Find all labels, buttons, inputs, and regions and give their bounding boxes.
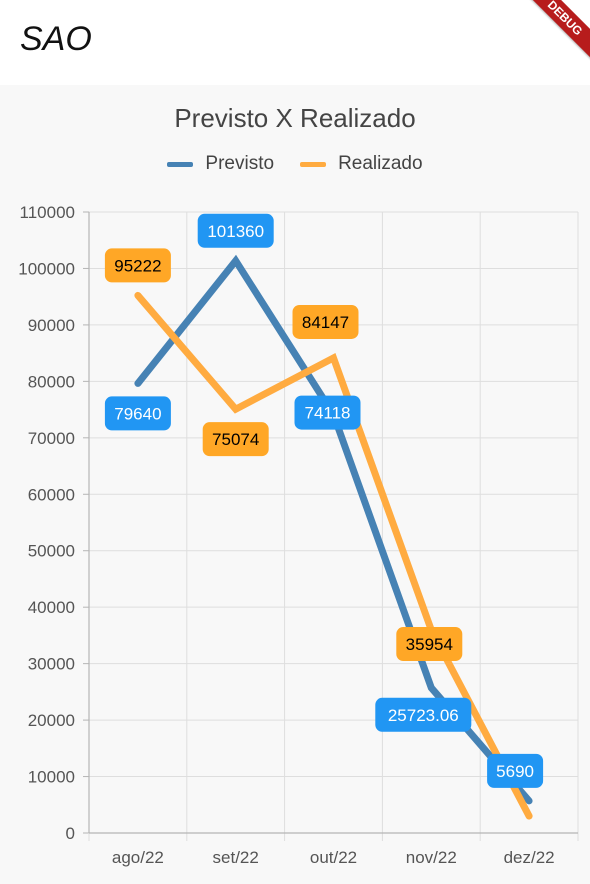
app-bar: SAO DEBUG bbox=[0, 0, 590, 85]
series-line-realizado bbox=[134, 291, 533, 820]
data-label-previsto: 101360 bbox=[207, 222, 264, 241]
y-tick-label: 20000 bbox=[28, 711, 75, 730]
y-tick-label: 10000 bbox=[28, 768, 75, 787]
chart-title: Previsto X Realizado bbox=[174, 103, 416, 133]
data-label-previsto: 5690 bbox=[496, 762, 534, 781]
legend-swatch-previsto bbox=[167, 161, 194, 167]
y-tick-label: 110000 bbox=[20, 203, 75, 222]
data-label-box-previsto bbox=[104, 396, 171, 431]
legend-item-previsto[interactable]: Previsto bbox=[167, 153, 274, 175]
legend-swatch-realizado bbox=[300, 161, 327, 167]
data-label-realizado: 84147 bbox=[302, 313, 349, 332]
x-tick-label: dez/22 bbox=[504, 848, 555, 867]
y-tick-label: 90000 bbox=[28, 316, 75, 335]
data-label-realizado: 95222 bbox=[114, 256, 161, 275]
chart-legend: Previsto Realizado bbox=[0, 153, 590, 175]
data-label-box-previsto bbox=[294, 395, 361, 430]
y-tick-label: 30000 bbox=[28, 655, 75, 674]
y-tick-label: 80000 bbox=[28, 372, 75, 391]
legend-label-realizado: Realizado bbox=[338, 153, 423, 174]
x-tick-label: nov/22 bbox=[406, 848, 457, 867]
data-label-previsto: 74118 bbox=[304, 404, 350, 423]
data-label-box-previsto bbox=[197, 213, 274, 248]
x-tick-label: set/22 bbox=[213, 848, 259, 867]
x-tick-label: out/22 bbox=[310, 848, 357, 867]
legend-label-previsto: Previsto bbox=[205, 153, 275, 174]
data-label-box-realizado bbox=[396, 627, 463, 662]
y-tick-label: 40000 bbox=[28, 598, 75, 617]
data-label-box-previsto bbox=[375, 697, 472, 732]
y-tick-label: 60000 bbox=[28, 485, 75, 504]
data-label-previsto: 25723.06 bbox=[388, 706, 459, 725]
x-tick-label: ago/22 bbox=[112, 848, 164, 867]
data-label-previsto: 79640 bbox=[114, 404, 161, 423]
legend-item-realizado[interactable]: Realizado bbox=[300, 153, 423, 175]
y-tick-label: 50000 bbox=[28, 542, 75, 561]
data-label-realizado: 35954 bbox=[406, 635, 453, 654]
data-label-box-previsto bbox=[487, 753, 544, 788]
data-label-box-realizado bbox=[104, 248, 171, 283]
data-label-box-realizado bbox=[202, 422, 269, 457]
data-label-realizado: 75074 bbox=[212, 430, 259, 449]
y-tick-label: 0 bbox=[66, 824, 75, 843]
y-tick-label: 100000 bbox=[18, 259, 75, 278]
data-label-box-realizado bbox=[292, 304, 359, 339]
app-title: SAO bbox=[20, 20, 92, 58]
y-tick-label: 70000 bbox=[28, 429, 75, 448]
